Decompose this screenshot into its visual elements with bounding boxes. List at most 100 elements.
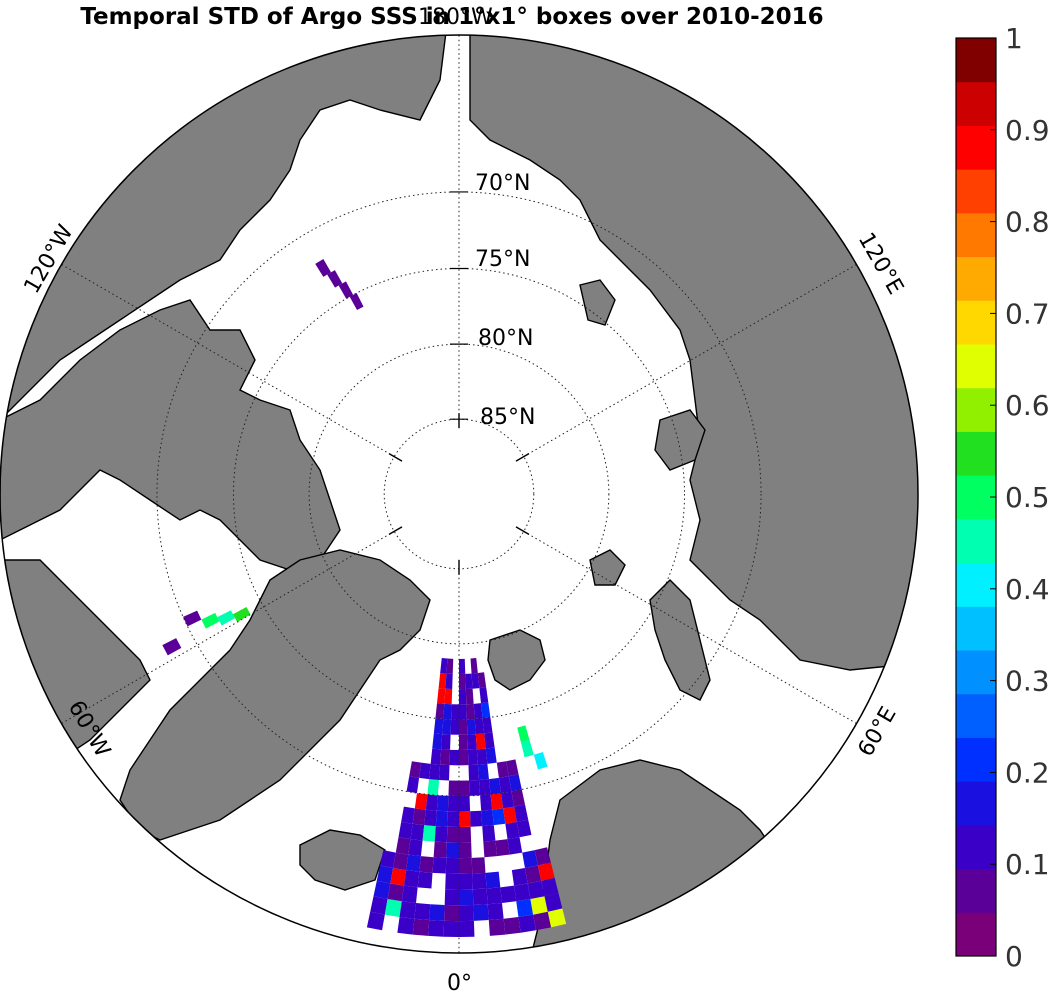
heatmap-cell bbox=[459, 873, 473, 890]
map-boundary bbox=[0, 34, 919, 954]
heatmap-cell bbox=[403, 870, 420, 888]
heatmap-cell bbox=[447, 811, 459, 827]
colorbar-segment bbox=[956, 475, 996, 520]
meridian-120 bbox=[523, 264, 857, 458]
colorbar-tick-label: 1 bbox=[1005, 22, 1023, 55]
heatmap-cell bbox=[474, 718, 485, 735]
meridian-300 bbox=[61, 530, 395, 724]
heatmap-cell bbox=[507, 837, 523, 855]
heatmap-cell bbox=[465, 688, 474, 705]
heatmap-cell bbox=[517, 725, 530, 743]
heatmap-cell bbox=[472, 888, 488, 906]
heatmap-cell bbox=[419, 856, 434, 873]
heatmap-cell bbox=[541, 877, 559, 897]
heatmap-cell bbox=[438, 673, 447, 689]
heatmap-cell bbox=[429, 763, 441, 780]
heatmap-cell bbox=[505, 821, 520, 840]
heatmap-cell bbox=[466, 703, 475, 720]
heatmap-cell bbox=[471, 857, 486, 874]
heatmap-cell bbox=[397, 916, 415, 935]
heatmap-cell bbox=[530, 896, 548, 915]
heatmap-cell bbox=[495, 839, 510, 857]
colorbar-segment bbox=[956, 125, 996, 170]
heatmap-cell bbox=[201, 612, 220, 629]
heatmap-cell bbox=[466, 718, 476, 735]
heatmap-cell bbox=[470, 810, 483, 827]
heatmap-cell bbox=[459, 857, 473, 874]
colorbar-segments bbox=[956, 38, 996, 957]
colorbar-segment bbox=[956, 387, 996, 432]
colorbar-tick-label: 0.7 bbox=[1005, 297, 1050, 330]
heatmap-cell bbox=[433, 841, 447, 858]
heatmap-cell bbox=[500, 885, 517, 904]
heatmap-cell bbox=[406, 854, 421, 872]
colorbar: 1 0.9 0.8 0.7 0.6 0.5 0.4 0.3 0.2 0.1 0 bbox=[955, 22, 1050, 973]
heatmap-cell bbox=[459, 749, 469, 766]
heatmap-cell bbox=[486, 887, 502, 905]
heatmap-cell bbox=[401, 806, 415, 824]
land-canadian-archipelago bbox=[0, 299, 341, 571]
heatmap-cell bbox=[459, 905, 474, 922]
heatmap-cell bbox=[384, 899, 402, 917]
heatmap-cell bbox=[490, 793, 504, 810]
heatmap-cell bbox=[414, 793, 428, 810]
heatmap-cell bbox=[448, 780, 459, 797]
heatmap-cell bbox=[422, 825, 436, 842]
heatmap-cell bbox=[471, 673, 480, 689]
lat-label-75: 75°N bbox=[475, 247, 530, 272]
heatmap-cell bbox=[459, 658, 466, 675]
colorbar-segment bbox=[956, 212, 996, 258]
heatmap-cell bbox=[432, 857, 447, 874]
heatmap-cell bbox=[477, 763, 489, 780]
heatmap-cell bbox=[437, 688, 446, 704]
colorbar-labels: 1 0.9 0.8 0.7 0.6 0.5 0.4 0.3 0.2 0.1 0 bbox=[990, 22, 1050, 973]
heatmap-cell bbox=[483, 840, 498, 858]
heatmap-cell bbox=[428, 920, 445, 937]
heatmap-cell bbox=[472, 872, 487, 890]
heatmap-cell bbox=[534, 847, 551, 866]
heatmap-cell bbox=[442, 718, 452, 735]
land-svalbard bbox=[487, 629, 546, 691]
heatmap-cell bbox=[435, 810, 448, 827]
heatmap-cell bbox=[479, 687, 489, 704]
heatmap-cell bbox=[366, 911, 385, 931]
colorbar-tick-label: 0.1 bbox=[1005, 848, 1050, 881]
heatmap-cell bbox=[520, 740, 534, 758]
heatmap-cell bbox=[447, 795, 459, 812]
heatmap-cell bbox=[444, 688, 453, 705]
colorbar-segment bbox=[956, 912, 996, 957]
heatmap-cell bbox=[459, 826, 472, 843]
heatmap-cell bbox=[514, 804, 529, 822]
heatmap-cell bbox=[482, 825, 496, 842]
heatmap-cell bbox=[511, 789, 526, 807]
heatmap-cell bbox=[183, 610, 202, 627]
heatmap-cell bbox=[547, 908, 567, 928]
heatmap-cell bbox=[446, 826, 459, 843]
heatmap-cell bbox=[477, 672, 487, 689]
colorbar-segment bbox=[956, 562, 996, 607]
meridian-60 bbox=[523, 530, 857, 724]
heatmap-cell bbox=[488, 777, 502, 795]
heatmap-cell bbox=[395, 837, 411, 855]
colorbar-tick-label: 0.2 bbox=[1005, 756, 1050, 789]
heatmap-cell bbox=[533, 911, 552, 931]
colorbar-segment bbox=[956, 256, 996, 301]
heatmap-cell bbox=[434, 826, 448, 843]
land-severnaya-zemlya bbox=[654, 409, 706, 471]
colorbar-tick-label: 0.9 bbox=[1005, 114, 1050, 147]
heatmap-cell bbox=[446, 658, 454, 674]
heatmap-cell bbox=[451, 704, 459, 720]
heatmap-cell bbox=[408, 839, 423, 857]
heatmap-cell bbox=[487, 903, 504, 921]
heatmap-cell bbox=[518, 914, 536, 933]
heatmap-cell bbox=[469, 779, 481, 796]
heatmap-cell bbox=[459, 889, 474, 906]
colorbar-segment bbox=[956, 650, 996, 695]
heatmap-cell bbox=[441, 734, 451, 750]
colorbar-segment bbox=[956, 781, 996, 826]
heatmap-cell bbox=[480, 702, 491, 719]
heatmap-cell bbox=[398, 821, 413, 840]
heatmap-cell bbox=[473, 904, 489, 921]
heatmap-cell bbox=[459, 780, 470, 797]
heatmap-cell bbox=[485, 871, 501, 889]
